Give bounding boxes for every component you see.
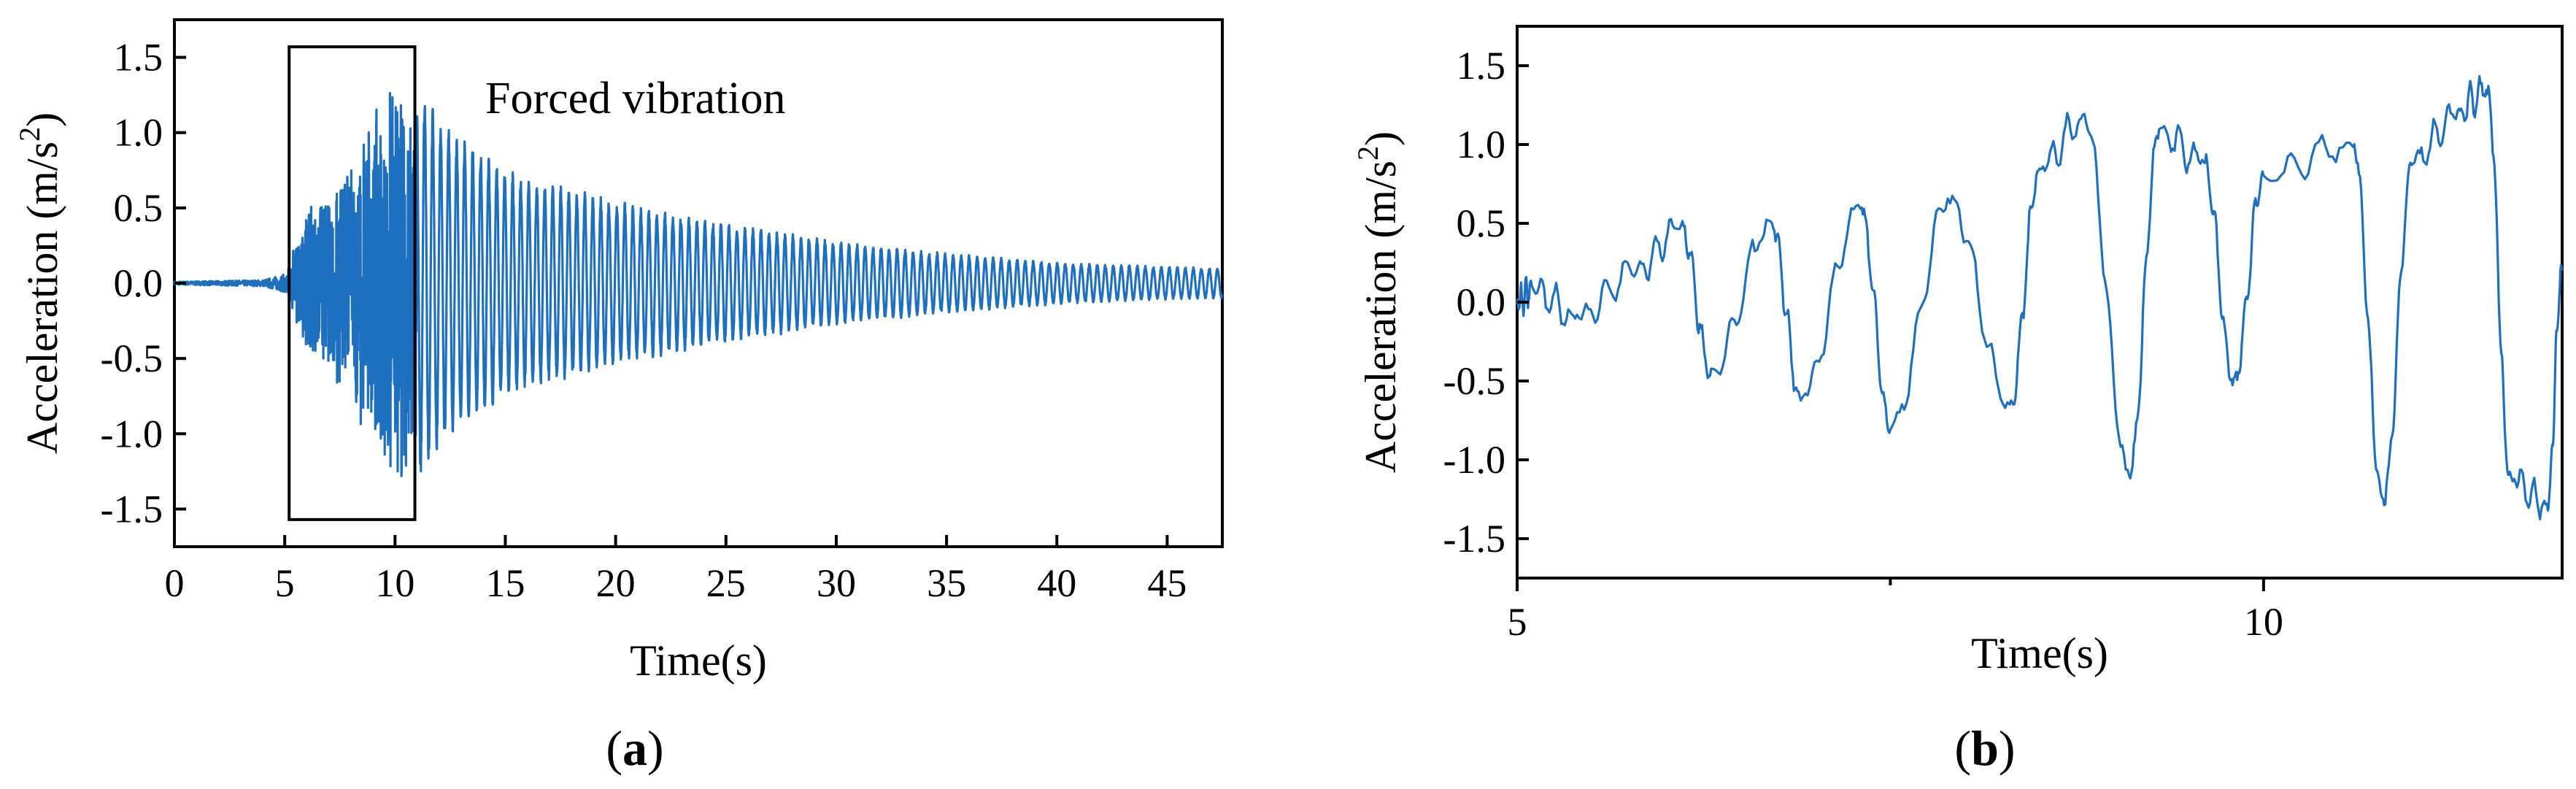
panel-b-y-axis-title-base: Acceleration (m/s <box>1357 161 1405 473</box>
panel-a-y-tick-label: -1.5 <box>101 487 163 531</box>
panel-a-caption-letter: a <box>622 720 647 776</box>
panel-b-y-tick-label: 0.5 <box>1457 201 1506 245</box>
panel-b-y-axis-title-close: ) <box>1357 131 1405 146</box>
panel-a-y-ticks: -1.5 -1.0 -0.5 0.0 0.5 1.0 1.5 <box>101 36 186 531</box>
panel-b-caption: (b) <box>1954 720 2015 776</box>
panel-a-caption: (a) <box>606 720 663 776</box>
panel-a-y-axis-title-close: ) <box>18 112 66 127</box>
panel-b-x-tick-label: 5 <box>1508 600 1527 644</box>
panel-b-caption-open: ( <box>1954 720 1971 776</box>
panel-a-x-tick-label: 5 <box>275 561 295 605</box>
panel-a-acceleration-trace <box>173 92 1224 477</box>
panel-a-y-axis-title-sup: 2 <box>13 127 46 142</box>
panel-a-forced-vibration-annotation: Forced vibration <box>485 74 786 123</box>
panel-a-x-tick-label: 30 <box>817 561 856 605</box>
panel-a-y-tick-label: 1.5 <box>114 36 163 80</box>
panel-b-x-tick-label: 10 <box>2244 600 2283 644</box>
panel-a-caption-open: ( <box>606 720 622 776</box>
panel-a-y-tick-label: -1.0 <box>101 412 163 455</box>
panel-b-y-ticks: -1.5 -1.0 -0.5 0.0 0.5 1.0 1.5 <box>1443 44 1529 561</box>
panel-b-caption-letter: b <box>1971 720 1999 776</box>
panel-a-y-axis-title-base: Acceleration (m/s <box>18 142 66 454</box>
panel-a-x-tick-label: 20 <box>596 561 636 605</box>
panel-a-caption-close: ) <box>647 720 664 776</box>
panel-b-y-tick-label: -0.5 <box>1443 359 1505 403</box>
panel-a-y-tick-label: 1.0 <box>114 111 163 155</box>
panel-a-x-tick-label: 25 <box>706 561 746 605</box>
panel-a-x-tick-label: 35 <box>927 561 966 605</box>
panel-b: 5 10 -1.5 -1.0 -0.5 0.0 0.5 1.0 1.5 Time(s) Acc… <box>1351 25 2564 776</box>
panel-a-y-tick-label: 0.5 <box>114 186 163 230</box>
panel-a-x-tick-label: 40 <box>1037 561 1076 605</box>
panel-a-highlight-box <box>288 45 417 521</box>
panel-b-caption-close: ) <box>1999 720 2016 776</box>
panel-a-x-tick-label: 0 <box>165 561 185 605</box>
panel-b-y-axis-title-sup: 2 <box>1351 146 1384 161</box>
panel-b-x-axis-title: Time(s) <box>1971 629 2108 677</box>
panel-b-y-tick-label: 1.0 <box>1457 123 1506 166</box>
panel-a-x-ticks: 0 5 10 15 20 25 30 35 40 45 <box>165 535 1187 605</box>
panel-b-acceleration-trace <box>1516 74 2564 520</box>
panel-a-x-tick-label: 10 <box>375 561 414 605</box>
panel-a-trace-group <box>173 92 1224 477</box>
panel-b-x-ticks: 5 10 <box>1508 578 2283 644</box>
panel-b-y-tick-label: -1.0 <box>1443 438 1505 482</box>
panel-a-y-tick-label: 0.0 <box>114 261 163 305</box>
panel-b-trace-group <box>1516 74 2564 520</box>
panel-b-y-tick-label: 0.0 <box>1457 280 1506 324</box>
panel-a-y-tick-label: -0.5 <box>101 336 163 380</box>
panel-b-y-tick-label: 1.5 <box>1457 44 1506 88</box>
panel-a: Forced vibration 0 5 10 15 20 25 30 35 40 45 -1.5… <box>13 18 1224 776</box>
panel-b-plot-frame <box>1516 25 2564 580</box>
panel-a-x-tick-label: 15 <box>485 561 525 605</box>
panel-a-y-axis-title: Acceleration (m/s2) <box>13 112 66 454</box>
panel-b-y-axis-title: Acceleration (m/s2) <box>1351 131 1405 473</box>
panel-a-x-tick-label: 45 <box>1147 561 1187 605</box>
panel-a-x-axis-title: Time(s) <box>630 636 767 685</box>
panel-b-y-tick-label: -1.5 <box>1443 517 1505 561</box>
